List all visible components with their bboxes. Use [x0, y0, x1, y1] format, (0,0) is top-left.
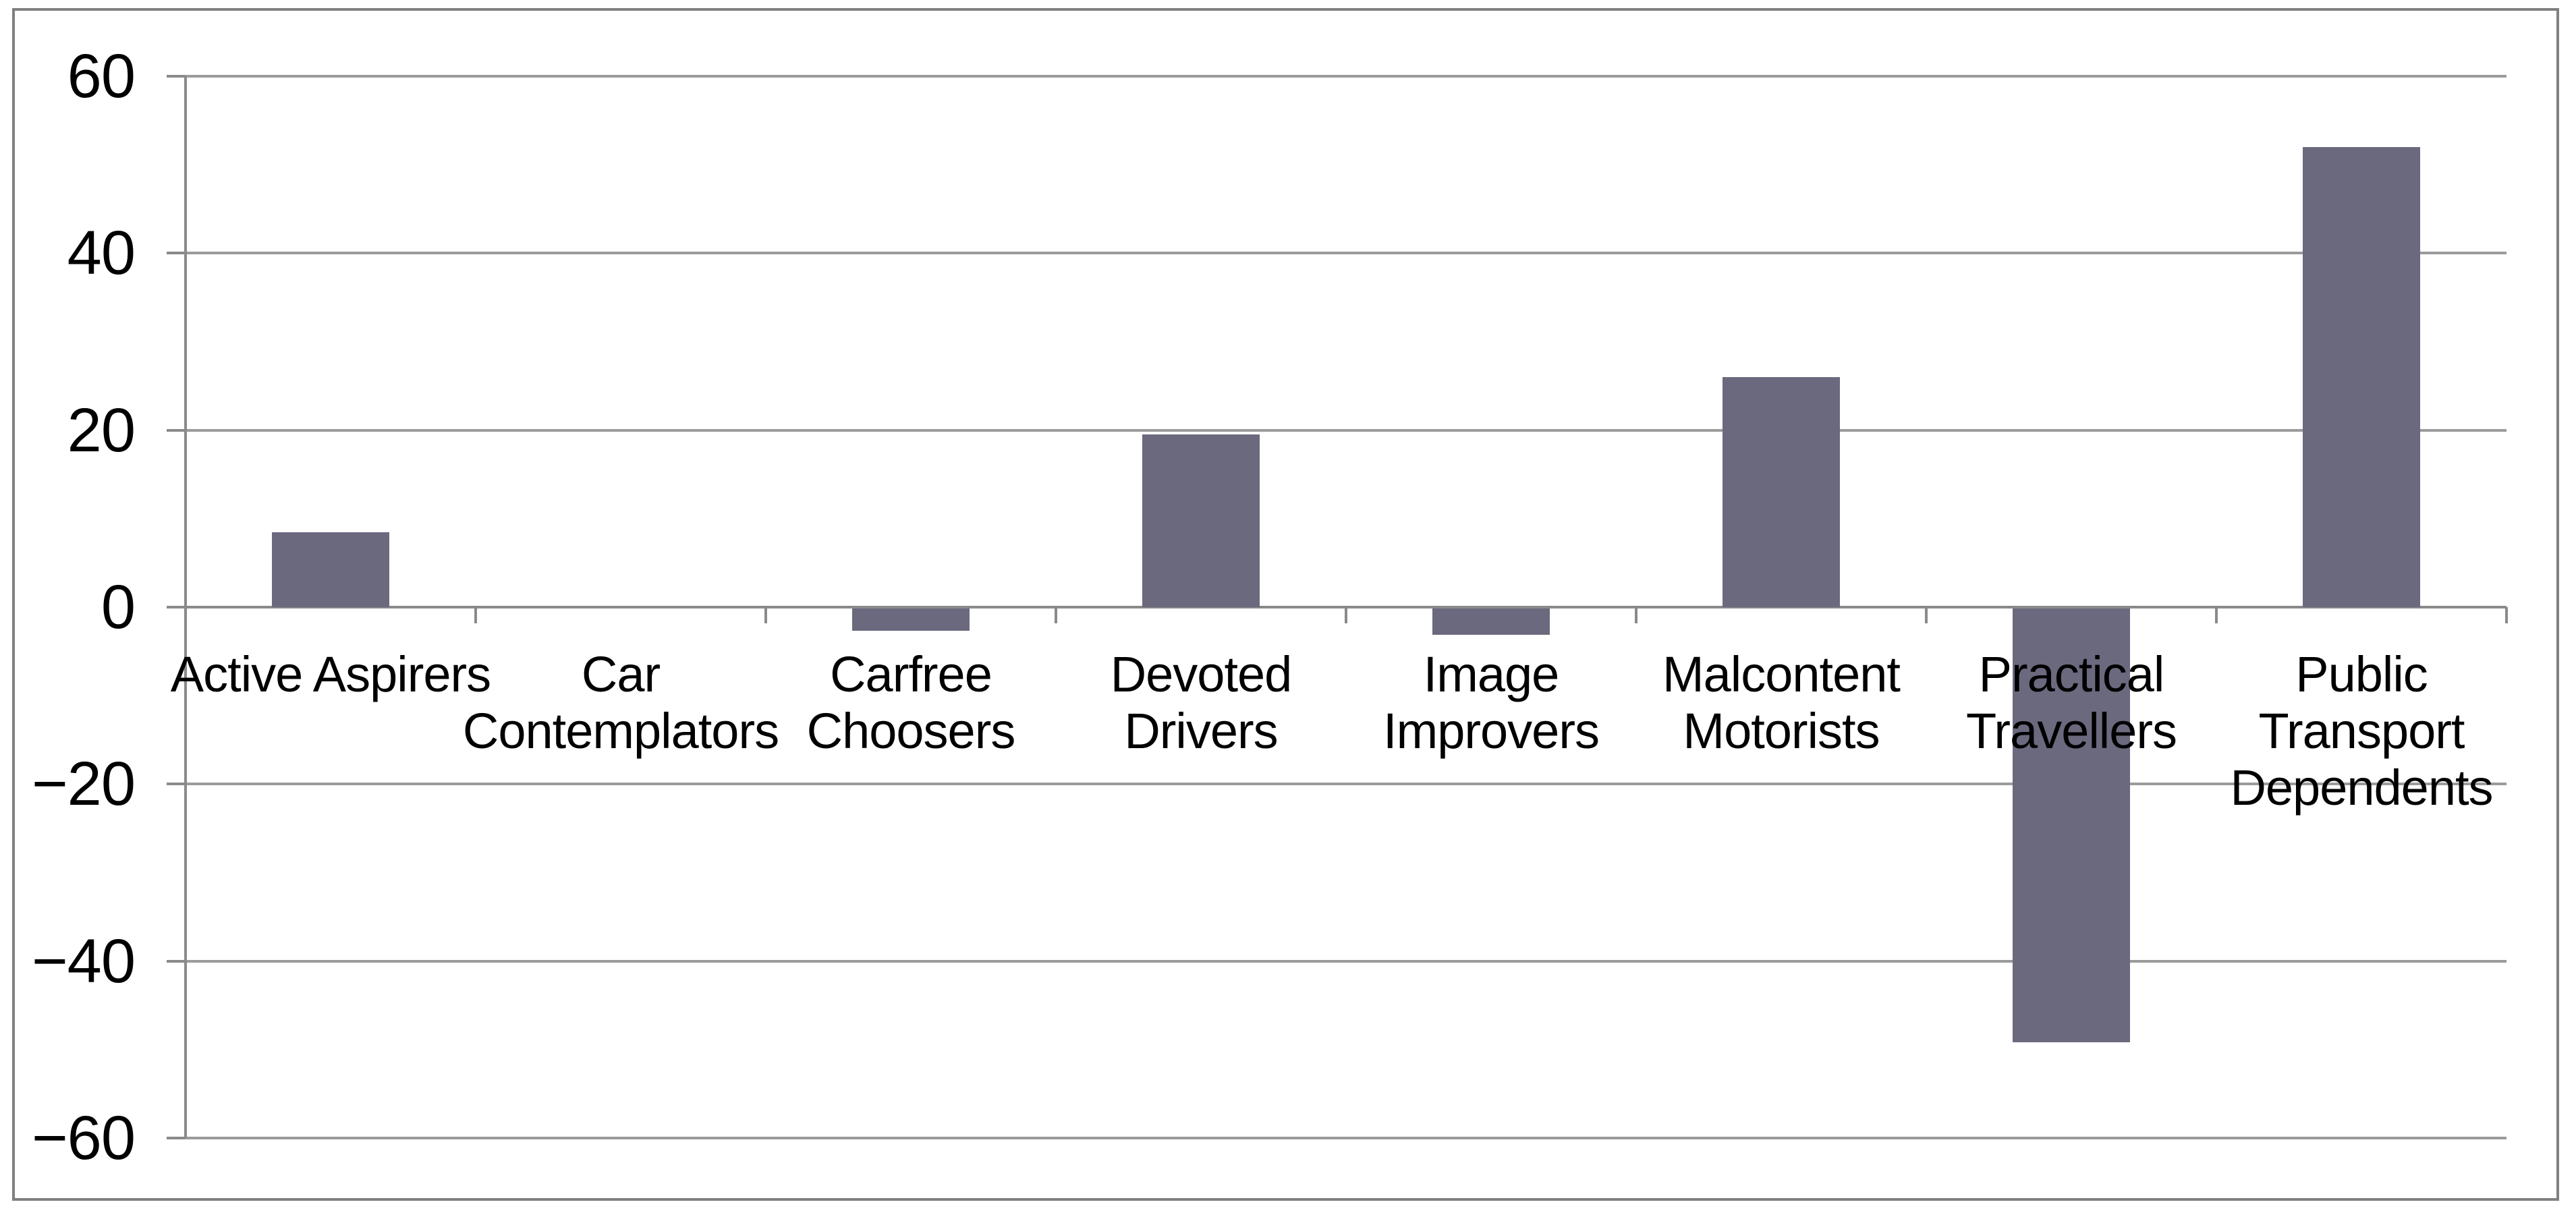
gridline: [186, 959, 2507, 963]
x-axis-tick: [1635, 607, 1637, 623]
y-axis-tick: [167, 959, 186, 963]
bar: [1142, 434, 1260, 607]
gridline: [186, 428, 2507, 432]
gridline: [186, 75, 2507, 78]
bar: [1432, 608, 1550, 635]
chart-border: [12, 8, 2559, 1201]
bar: [2303, 146, 2420, 607]
category-label: Image Improvers: [1383, 646, 1600, 759]
y-axis-tick: [167, 606, 186, 608]
x-axis-tick: [2505, 607, 2508, 623]
x-axis-tick: [764, 607, 767, 623]
y-tick-label: 40: [67, 219, 136, 288]
x-axis-tick: [1345, 607, 1347, 623]
category-label: Active Aspirers: [170, 646, 491, 702]
y-axis-tick: [167, 783, 186, 786]
bar: [1723, 376, 1840, 607]
category-label: Carfree Choosers: [806, 646, 1016, 759]
y-tick-label: −40: [31, 926, 136, 996]
y-tick-label: 60: [67, 42, 136, 111]
x-axis-tick: [1925, 607, 1928, 623]
y-tick-label: −60: [31, 1104, 136, 1172]
y-tick-label: 20: [67, 395, 136, 465]
category-label: Malcontent Motorists: [1662, 646, 1901, 759]
category-label: Practical Travellers: [1965, 646, 2177, 759]
x-axis-tick: [474, 607, 477, 623]
y-tick-label: 0: [101, 573, 136, 642]
bar: [272, 532, 389, 607]
y-tick-label: −20: [31, 749, 136, 819]
gridline: [186, 252, 2507, 255]
y-axis-tick: [167, 75, 186, 78]
x-axis-tick: [184, 607, 187, 623]
category-label: Public Transport Dependents: [2230, 646, 2493, 816]
y-axis-tick: [167, 252, 186, 255]
category-label: Car Contemplators: [462, 646, 779, 759]
y-axis-tick: [167, 428, 186, 432]
category-label: Devoted Drivers: [1110, 646, 1293, 759]
gridline: [186, 1137, 2507, 1139]
y-axis-tick: [167, 1137, 186, 1139]
bar: [852, 608, 970, 631]
x-axis-tick: [2215, 607, 2218, 623]
gridline: [186, 783, 2507, 786]
bar: [2013, 608, 2130, 1042]
x-axis-tick: [1055, 607, 1057, 623]
